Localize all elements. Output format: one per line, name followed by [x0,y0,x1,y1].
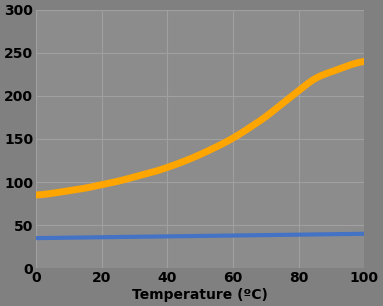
X-axis label: Temperature (ºC): Temperature (ºC) [132,288,268,302]
